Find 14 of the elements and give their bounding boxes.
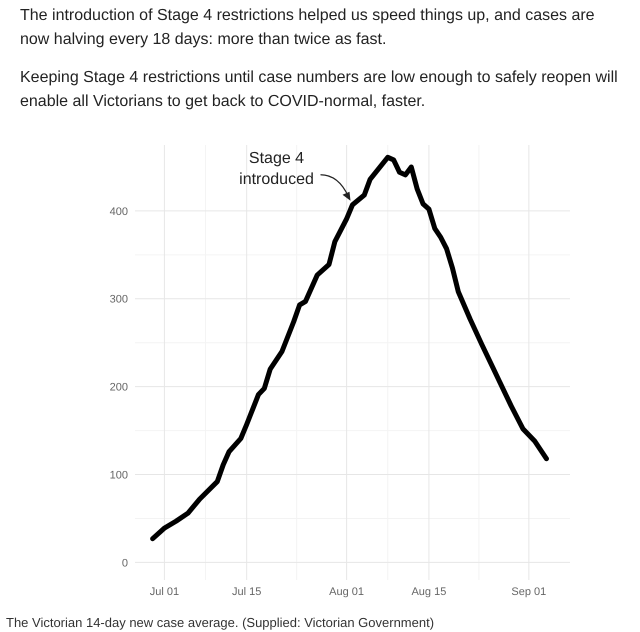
annotation: Stage 4 introduced — [239, 150, 314, 188]
y-tick-label: 0 — [122, 557, 128, 570]
x-tick-label: Jul 01 — [150, 586, 180, 598]
x-tick-label: Aug 01 — [329, 586, 364, 598]
x-tick-label: Aug 15 — [411, 586, 446, 598]
chart-title: The introduction of Stage 4 restrictions helped us speed things up, and cases are now halving every 18 days: more than twice as fast. — [20, 7, 595, 48]
text: The Victorian 14-day new case average. (Supplied: Victorian Government) — [6, 615, 434, 630]
y-tick-label: 400 — [110, 206, 128, 218]
x-tick-label: Jul 15 — [232, 586, 262, 598]
x-tick-label: Sep 01 — [511, 586, 546, 598]
y-tick-label: 100 — [110, 469, 128, 482]
chart-subtitle: Keeping Stage 4 restrictions until case numbers are low enough to safely reopen will enable all Victorians to get back to COVID-normal, faster. — [20, 69, 618, 110]
y-tick-label: 200 — [110, 382, 128, 394]
y-tick-label: 300 — [110, 294, 128, 306]
